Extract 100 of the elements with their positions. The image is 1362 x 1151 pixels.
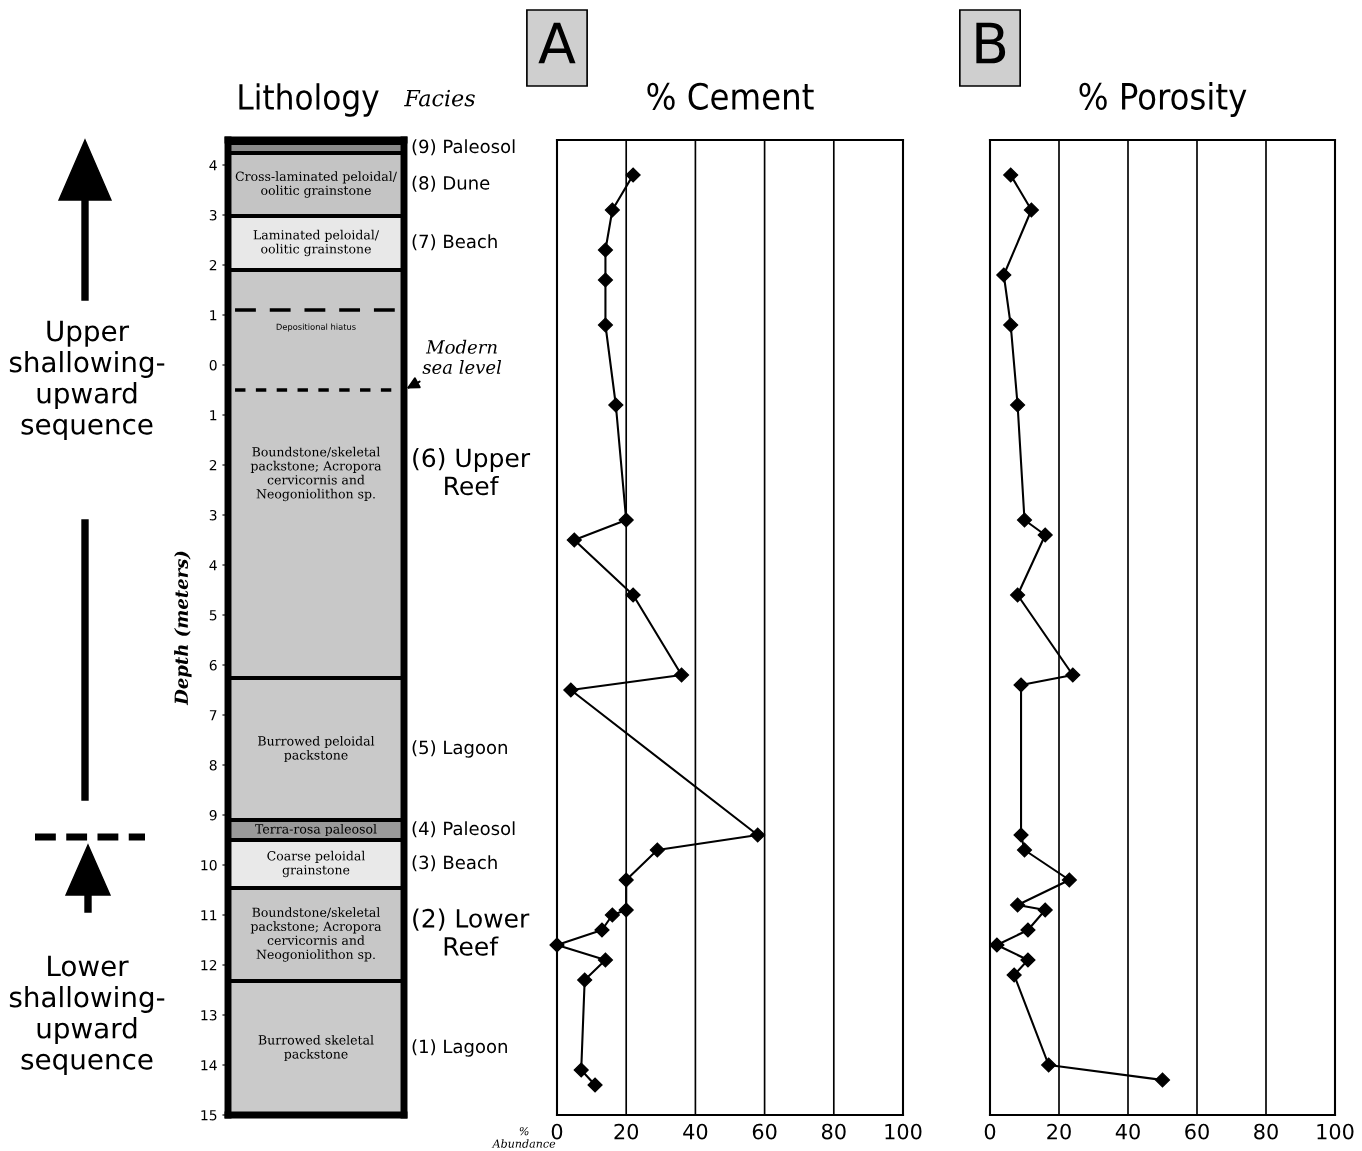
x-tick-label: 80 (821, 1123, 846, 1140)
point (604, 202, 620, 218)
y-tick-label: 2 (209, 459, 217, 471)
point (1013, 677, 1029, 693)
annotation: Burrowed skeletal packstone (258, 1034, 374, 1062)
y-tick-label: 0 (209, 359, 217, 371)
point (1003, 167, 1019, 183)
y-tick-label: 9 (209, 809, 217, 821)
chart-subtitle: % Cement (647, 82, 814, 110)
point (1013, 827, 1029, 843)
ref-line-label: Modern sea level (422, 339, 502, 374)
point (594, 922, 610, 938)
x-tick-label: 80 (1254, 1123, 1278, 1140)
chart-subtitle: % Porosity (1079, 82, 1247, 117)
x-tick-label: 100 (885, 1123, 922, 1140)
point (625, 587, 641, 603)
y-tick-label: 1 (210, 410, 217, 421)
y-tick-label: 1 (210, 310, 217, 321)
band-label: (5) Lagoon (412, 740, 507, 758)
annotation: Boundstone/skeletal packstone; Acropora cervicornis and Neogoniolithon sp. (250, 446, 382, 502)
y-axis-title: Depth (meters) (174, 551, 192, 706)
band-label: (2) Lower Reef (413, 908, 530, 956)
point (1016, 512, 1033, 528)
point (673, 667, 690, 683)
point (649, 842, 665, 858)
y-tick-label: 6 (209, 659, 217, 671)
x-tick-label: 40 (683, 1123, 708, 1140)
chart-title: B (976, 22, 1006, 64)
x-tick-label: 60 (752, 1123, 777, 1140)
band-label: (4) Paleosol (412, 821, 515, 838)
point (1061, 872, 1077, 888)
point (1041, 1057, 1057, 1073)
y-tick-label: 13 (201, 1009, 217, 1021)
point (989, 937, 1005, 953)
y-tick-label: 8 (209, 759, 217, 771)
band-label: (3) Beach (412, 855, 497, 872)
point (1020, 922, 1036, 938)
point (1006, 967, 1022, 983)
annotation: Coarse peloidal grainstone (267, 850, 365, 878)
y-tick-label: 4 (209, 560, 217, 571)
point (608, 397, 624, 413)
annotation: Cross-laminated peloidal/ oolitic grainstone (235, 171, 397, 198)
y-tick-label: 3 (209, 209, 217, 221)
annotation: Terra-rosa paleosol (255, 823, 377, 837)
x-tick-label: 20 (614, 1123, 639, 1140)
point (597, 242, 614, 258)
band-label: (9) Paleosol (412, 139, 515, 156)
ref-line-label: Depositional hiatus (276, 323, 356, 332)
point (597, 952, 614, 968)
x-tick-label: 40 (1115, 1123, 1140, 1140)
y-tick-label: 3 (209, 509, 217, 521)
point (597, 317, 614, 333)
y-tick-label: 7 (209, 710, 217, 721)
point (1016, 842, 1033, 858)
y-tick-label: 11 (201, 910, 217, 921)
text: Upper shallowing- upward sequence (9, 320, 165, 441)
point (1010, 397, 1026, 413)
point (618, 902, 634, 918)
point (577, 972, 593, 988)
y-tick-label: 12 (201, 959, 217, 971)
band-label: (7) Beach (412, 234, 497, 251)
point (566, 532, 582, 548)
text: Facies (404, 89, 475, 107)
annotation: Burrowed peloidal packstone (258, 735, 375, 763)
point (750, 827, 766, 843)
text: Lower shallowing- upward sequence (9, 955, 165, 1076)
x-tick-label: 0 (984, 1123, 996, 1140)
point (573, 1062, 589, 1078)
point (625, 167, 641, 183)
chart-title: A (538, 22, 576, 64)
y-tick-label: 14 (201, 1060, 217, 1071)
point (1065, 667, 1081, 683)
point (1154, 1072, 1171, 1088)
annotation: Laminated peloidal/ oolitic grainstone (253, 229, 380, 257)
point (1037, 527, 1053, 543)
y-tick-label: 15 (201, 1110, 217, 1121)
y-tick-label: 10 (201, 859, 217, 871)
x-tick-label: 60 (1185, 1123, 1209, 1140)
y-tick-label: 2 (209, 259, 217, 271)
point (587, 1077, 603, 1093)
point (1037, 902, 1053, 918)
point (1003, 317, 1019, 333)
text: Lithology (239, 83, 379, 117)
point (996, 267, 1012, 283)
point (1010, 587, 1026, 603)
point (1020, 952, 1036, 968)
point (563, 682, 579, 698)
y-tick-label: 4 (209, 160, 217, 171)
band-label: (8) Dune (412, 175, 490, 192)
band-label: (6) Upper Reef (413, 447, 531, 496)
point (618, 512, 634, 528)
band-label: (1) Lagoon (412, 1039, 507, 1057)
point (618, 872, 634, 888)
annotation: Boundstone/skeletal packstone; Acropora cervicornis and Neogoniolithon sp. (250, 907, 382, 962)
point (1010, 897, 1026, 913)
x-tick-label: 100 (1317, 1123, 1354, 1140)
y-tick-label: 5 (209, 610, 217, 621)
point (597, 272, 614, 288)
x-tick-label: 20 (1047, 1123, 1071, 1140)
point (604, 907, 620, 923)
